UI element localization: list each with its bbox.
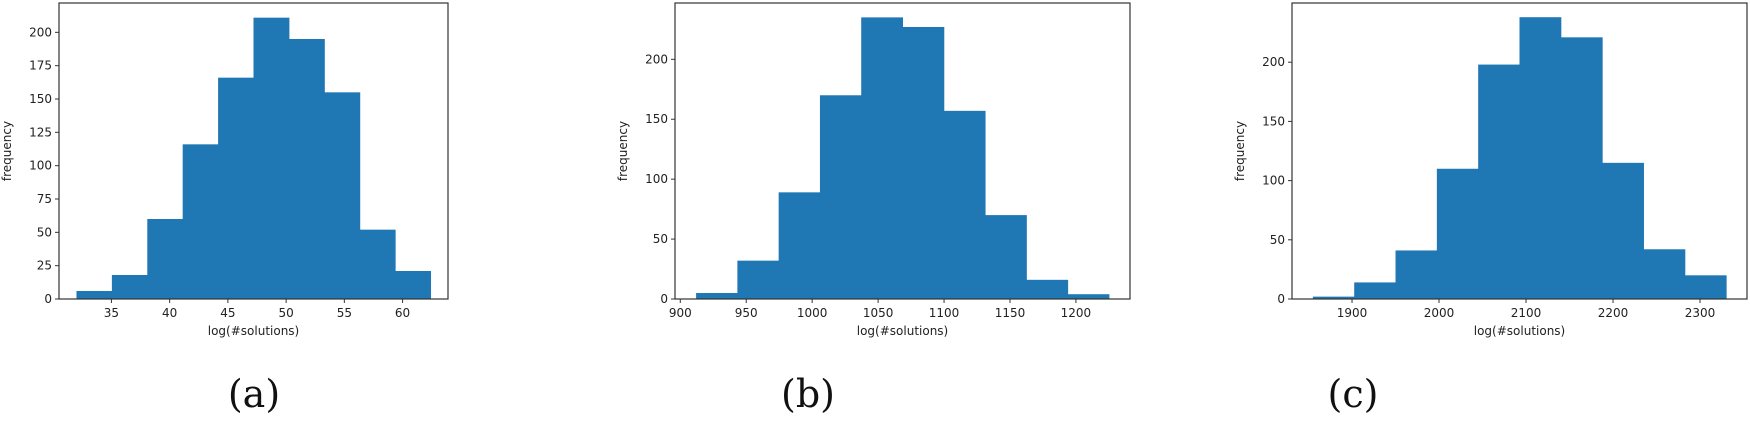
x-tick-label: 55 [337,306,352,320]
x-tick-label: 1000 [797,306,828,320]
x-tick-label: 60 [395,306,410,320]
x-tick-label: 1050 [863,306,894,320]
histogram-bar [1478,64,1520,300]
y-axis-label: frequency [616,121,630,181]
x-tick-label: 900 [669,306,692,320]
axes-frame [674,2,1131,300]
histogram-bar [395,271,432,299]
histogram-bar [1519,17,1562,299]
histogram-bar [861,17,903,300]
histogram-bar [696,293,738,299]
histogram-bar [819,95,862,300]
subfigure-label-c: (c) [1327,372,1379,416]
histogram-bar [359,229,396,299]
histogram-bar [985,215,1027,299]
x-tick-label: 1150 [995,306,1026,320]
bars [1312,17,1727,300]
histogram-b: 0 50 100 150 200 900 950 1000 1050 1100 1150 1200 lo… [616,2,1131,338]
histogram-bar [737,260,780,299]
y-tick-label: 200 [1262,55,1285,69]
histogram-bar [1643,249,1686,299]
x-tick-label: 1100 [929,306,960,320]
x-tick-label: 1900 [1337,306,1368,320]
y-tick-label: 50 [653,232,668,246]
histogram-bar [182,144,219,299]
y-tick-label: 100 [645,172,668,186]
y-axis-label: frequency [0,121,14,181]
x-tick-label: 1200 [1061,306,1092,320]
panel-a: 0 25 50 75 100 125 150 175 200 35 40 45 50 55 60 log(#s… [0,0,470,427]
y-tick-label: 175 [29,59,52,73]
x-tick-label: 2300 [1685,306,1716,320]
x-tick-label: 2200 [1598,306,1629,320]
x-tick-label: 45 [220,306,235,320]
histogram-c: 0 50 100 150 200 1900 2000 2100 2200 2300 log(#sol… [1233,2,1748,338]
histogram-bar [253,17,290,300]
x-tick-label: 40 [162,306,177,320]
x-tick-label: 950 [735,306,758,320]
y-tick-label: 75 [37,192,52,206]
y-axis-label: frequency [1233,121,1247,181]
histogram-bar [1067,294,1110,299]
histogram-a: 0 25 50 75 100 125 150 175 200 35 40 45 50 55 60 log(#s… [0,2,449,338]
histogram-bar [324,92,361,299]
histogram-bar [1602,162,1644,299]
y-tick-label: 0 [1277,292,1285,306]
y-tick-label: 50 [1270,233,1285,247]
bars [76,17,432,300]
histogram-bar [76,291,113,299]
bars [696,17,1110,300]
y-tick-label: 0 [44,292,52,306]
y-tick-label: 150 [29,92,52,106]
y-tick-label: 150 [1262,114,1285,128]
y-tick-label: 100 [1262,174,1285,188]
x-tick-label: 35 [104,306,119,320]
y-tick-label: 100 [29,159,52,173]
y-tick-label: 200 [29,25,52,39]
subfigure-label-b: (b) [781,372,835,416]
x-axis-label: log(#solutions) [208,324,299,338]
y-tick-label: 50 [37,225,52,239]
x-axis-label: log(#solutions) [857,324,948,338]
y-tick-label: 25 [37,259,52,273]
histogram-bar [943,110,986,299]
histogram-bar [1312,296,1355,299]
x-tick-label: 50 [278,306,293,320]
histogram-bar [1026,279,1069,299]
histogram-bar [1436,168,1479,299]
y-tick-label: 125 [29,125,52,139]
histogram-bar [1395,250,1438,299]
histogram-bar [1560,37,1603,299]
histogram-bar [1684,275,1727,299]
axes-frame [58,2,449,300]
histogram-bar [218,77,254,300]
x-tick-label: 2100 [1511,306,1542,320]
histogram-bar [111,275,148,299]
histogram-bar [147,219,184,299]
axes-frame [1291,2,1748,300]
histogram-bar [1354,282,1397,299]
x-tick-label: 2000 [1424,306,1455,320]
y-tick-label: 0 [660,292,668,306]
y-tick-label: 200 [645,52,668,66]
histogram-bar [288,39,325,299]
histogram-bar [778,192,821,299]
histogram-bar [902,26,945,299]
subfigure-label-a: (a) [227,372,281,416]
y-tick-label: 150 [645,112,668,126]
x-axis-label: log(#solutions) [1474,324,1565,338]
